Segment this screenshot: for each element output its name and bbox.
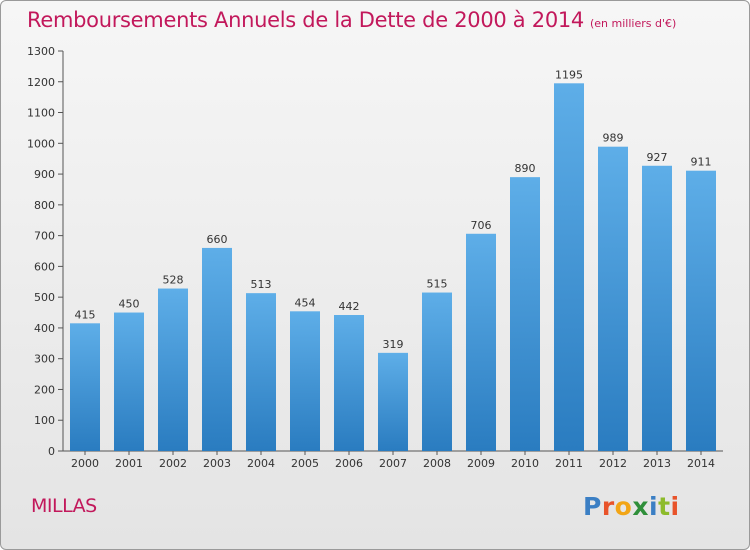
x-tick-label: 2000 <box>71 457 99 470</box>
logo-letter: r <box>601 492 615 521</box>
bar <box>598 146 628 451</box>
y-tick-label: 100 <box>34 414 55 427</box>
y-tick-label: 1200 <box>27 76 55 89</box>
x-tick-label: 2012 <box>599 457 627 470</box>
bar-value-label: 989 <box>603 132 624 145</box>
bar <box>114 312 144 451</box>
bar <box>158 288 188 451</box>
bar <box>554 83 584 452</box>
bar-value-label: 454 <box>295 296 316 309</box>
x-tick-label: 2014 <box>687 457 715 470</box>
x-tick-label: 2004 <box>247 457 275 470</box>
x-axis: 2000 2001 2002 2003 2004 2005 2006 2007 2008 2009… <box>63 450 723 470</box>
logo-letter: o <box>614 492 633 521</box>
bar-value-label: 450 <box>119 298 140 311</box>
x-tick-label: 2005 <box>291 457 319 470</box>
bar <box>686 170 716 451</box>
bar <box>70 323 100 451</box>
y-axis: 0 100 200 300 400 500 600 700 800 900 1000 1100 1200… <box>27 45 64 458</box>
bar-value-label: 911 <box>691 156 712 169</box>
bar-value-label: 927 <box>647 151 668 164</box>
bar-value-label: 706 <box>471 219 492 232</box>
x-tick-label: 2013 <box>643 457 671 470</box>
x-tick-label: 2003 <box>203 457 231 470</box>
bar-value-label: 1195 <box>555 68 583 81</box>
x-tick-label: 2011 <box>555 457 583 470</box>
y-tick-label: 500 <box>34 291 55 304</box>
x-tick-label: 2006 <box>335 457 363 470</box>
y-tick-label: 800 <box>34 199 55 212</box>
chart-unit-text: (en milliers d'€) <box>590 17 677 30</box>
x-tick-label: 2009 <box>467 457 495 470</box>
bar-value-label: 528 <box>163 274 184 287</box>
y-tick-label: 900 <box>34 168 55 181</box>
bar <box>334 315 364 451</box>
logo-letter: t <box>658 492 671 521</box>
y-tick-label: 1300 <box>27 45 55 58</box>
bar-value-label: 660 <box>207 233 228 246</box>
commune-name: MILLAS <box>31 495 97 517</box>
proxiti-logo[interactable]: Proxiti <box>583 492 680 521</box>
x-tick-label: 2001 <box>115 457 143 470</box>
chart-title-text: Remboursements Annuels de la Dette de 20… <box>27 8 584 32</box>
x-tick-label: 2008 <box>423 457 451 470</box>
bar-value-label: 442 <box>339 300 360 313</box>
y-tick-label: 200 <box>34 383 55 396</box>
y-tick-label: 1000 <box>27 137 55 150</box>
chart-title: Remboursements Annuels de la Dette de 20… <box>27 8 676 32</box>
x-tick-label: 2007 <box>379 457 407 470</box>
value-labels: 415 450 528 660 513 454 442 319 515 706 890 1195 989… <box>75 68 712 351</box>
bar-value-label: 515 <box>427 278 448 291</box>
bar-value-label: 319 <box>383 338 404 351</box>
bar-value-label: 513 <box>251 278 272 291</box>
y-tick-label: 1100 <box>27 107 55 120</box>
bar <box>510 177 540 451</box>
y-tick-label: 700 <box>34 230 55 243</box>
y-tick-label: 300 <box>34 353 55 366</box>
bar-value-label: 890 <box>515 162 536 175</box>
logo-letter: i <box>649 492 659 521</box>
bar <box>290 311 320 451</box>
bar <box>246 293 276 451</box>
y-tick-label: 600 <box>34 260 55 273</box>
logo-letter: P <box>583 492 602 521</box>
y-tick-label: 400 <box>34 322 55 335</box>
bar <box>642 165 672 451</box>
bar-value-label: 415 <box>75 308 96 321</box>
bar <box>378 352 408 451</box>
bar <box>202 247 232 451</box>
y-tick-label: 0 <box>48 445 55 458</box>
logo-letter: i <box>670 492 680 521</box>
x-tick-label: 2002 <box>159 457 187 470</box>
bar <box>422 292 452 451</box>
bars <box>70 83 716 452</box>
bar <box>466 233 496 451</box>
x-tick-label: 2010 <box>511 457 539 470</box>
logo-letter: x <box>632 492 649 521</box>
